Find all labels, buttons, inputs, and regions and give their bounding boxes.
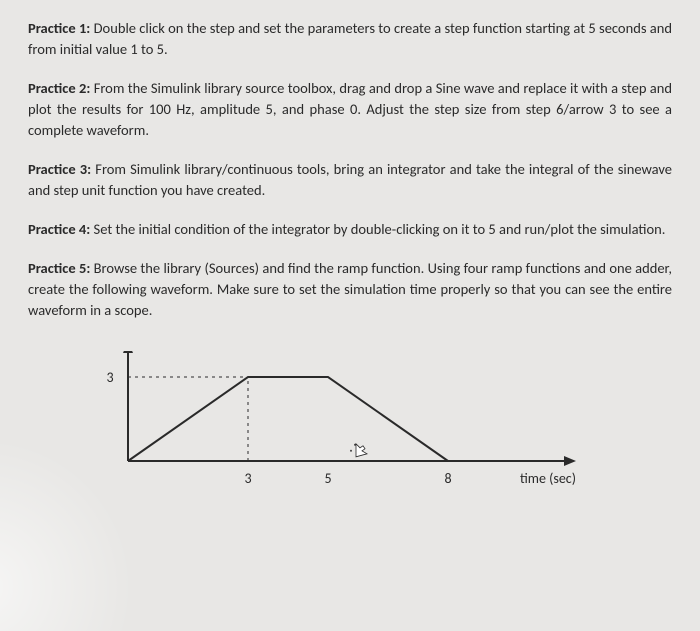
practice-1: Practice 1: Double click on the step and… (28, 18, 672, 60)
x-tick-label-1: 5 (324, 470, 331, 487)
x-tick-label-0: 3 (244, 470, 251, 487)
practice-list: Practice 1: Double click on the step and… (28, 18, 672, 321)
practice-4-label: Practice 4: (28, 220, 90, 238)
x-axis-label: time (sec) (520, 470, 576, 487)
practice-1-text: Double click on the step and set the par… (28, 19, 672, 58)
practice-4: Practice 4: Set the initial condition of… (28, 219, 672, 240)
practice-5-label: Practice 5: (28, 259, 90, 277)
y-tick-label: 3 (106, 369, 113, 386)
practice-3-text: From Simulink library/continuous tools, … (28, 160, 672, 199)
practice-2: Practice 2: From the Simulink library so… (28, 78, 672, 141)
chart-svg: 3 3 5 8 time (sec) (88, 351, 608, 501)
practice-2-text: From the Simulink library source toolbox… (28, 79, 672, 139)
practice-4-text: Set the initial condition of the integra… (90, 220, 665, 238)
practice-3-label: Practice 3: (28, 160, 91, 178)
cursor-icon (350, 444, 367, 457)
practice-2-label: Practice 2: (28, 79, 90, 97)
waveform-chart: 3 3 5 8 time (sec) (88, 351, 608, 501)
practice-1-label: Practice 1: (28, 19, 90, 37)
practice-3: Practice 3: From Simulink library/contin… (28, 159, 672, 201)
practice-5: Practice 5: Browse the library (Sources)… (28, 258, 672, 321)
practice-5-text: Browse the library (Sources) and find th… (28, 259, 672, 319)
waveform-line (128, 377, 448, 461)
y-axis-arrow-icon (123, 351, 133, 353)
x-tick-label-2: 8 (444, 470, 451, 487)
x-axis-arrow-icon (564, 456, 576, 466)
